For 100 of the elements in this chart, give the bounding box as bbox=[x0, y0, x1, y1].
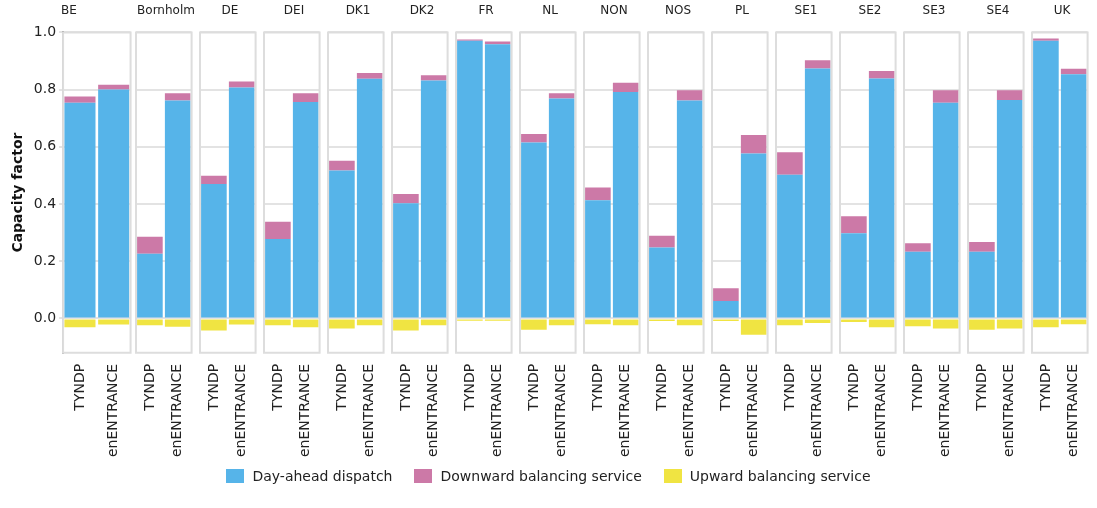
x-tick-label: enENTRANCE bbox=[424, 363, 441, 457]
bar bbox=[548, 319, 575, 326]
bar bbox=[265, 221, 291, 239]
bar bbox=[868, 319, 895, 328]
bar bbox=[996, 90, 1023, 100]
bar bbox=[905, 319, 931, 327]
bar bbox=[521, 133, 547, 143]
bar bbox=[548, 93, 575, 99]
chart-title: SE2 bbox=[858, 3, 882, 18]
chart-title: DE bbox=[221, 3, 239, 18]
x-tick-label: TYNDP bbox=[332, 363, 349, 412]
x-tick-label: enENTRANCE bbox=[232, 363, 249, 457]
bar bbox=[201, 175, 227, 185]
bar bbox=[292, 101, 319, 318]
x-tick-label: enENTRANCE bbox=[616, 363, 633, 457]
bar bbox=[393, 319, 419, 331]
bar bbox=[676, 90, 703, 101]
y-tick-label: 0.2 bbox=[33, 251, 57, 268]
bar bbox=[201, 184, 227, 318]
x-tick-label: TYNDP bbox=[780, 363, 797, 412]
bar bbox=[164, 93, 191, 101]
chart-title: NL bbox=[542, 3, 559, 18]
bar bbox=[356, 73, 383, 79]
x-tick-label: TYNDP bbox=[844, 363, 861, 412]
x-tick-label: TYNDP bbox=[204, 363, 221, 412]
bar bbox=[164, 100, 191, 318]
bar bbox=[329, 170, 355, 318]
legend-label: Upward balancing service bbox=[689, 468, 871, 484]
x-tick-label: TYNDP bbox=[268, 363, 285, 412]
bar bbox=[1060, 68, 1087, 75]
bar bbox=[393, 194, 419, 204]
bar bbox=[64, 96, 96, 103]
bar bbox=[777, 152, 803, 175]
x-tick-label: TYNDP bbox=[140, 363, 157, 412]
bar bbox=[484, 44, 511, 318]
bar bbox=[841, 319, 867, 322]
bar bbox=[420, 80, 447, 318]
x-tick-label: enENTRANCE bbox=[296, 363, 313, 457]
bar bbox=[804, 319, 831, 324]
bar bbox=[868, 78, 895, 318]
bar bbox=[996, 99, 1023, 318]
bar bbox=[713, 288, 739, 302]
y-tick-label: 0.6 bbox=[33, 137, 57, 154]
bar bbox=[841, 216, 867, 234]
x-tick-label: TYNDP bbox=[908, 363, 925, 412]
bar bbox=[932, 90, 959, 103]
x-tick-label: TYNDP bbox=[70, 363, 87, 412]
bar bbox=[585, 200, 611, 318]
x-tick-label: TYNDP bbox=[460, 363, 477, 412]
bar bbox=[393, 203, 419, 318]
y-tick-label: 1.0 bbox=[33, 23, 57, 40]
bar bbox=[969, 242, 995, 252]
bar bbox=[585, 319, 611, 325]
bar bbox=[777, 174, 803, 318]
bar bbox=[1060, 319, 1087, 325]
bar bbox=[1033, 40, 1059, 318]
bar bbox=[905, 243, 931, 252]
x-tick-label: enENTRANCE bbox=[488, 363, 505, 457]
bar bbox=[932, 319, 959, 329]
x-tick-label: enENTRANCE bbox=[936, 363, 953, 457]
chart-title: DK2 bbox=[409, 3, 435, 18]
bar bbox=[137, 236, 163, 254]
x-tick-label: enENTRANCE bbox=[1000, 363, 1017, 457]
x-tick-label: enENTRANCE bbox=[808, 363, 825, 457]
bar bbox=[1033, 38, 1059, 41]
bar bbox=[228, 87, 255, 318]
x-tick-label: TYNDP bbox=[972, 363, 989, 412]
x-tick-label: enENTRANCE bbox=[360, 363, 377, 457]
bar bbox=[612, 82, 639, 92]
x-tick-label: TYNDP bbox=[524, 363, 541, 412]
bar bbox=[137, 319, 163, 326]
bar bbox=[356, 319, 383, 326]
bar bbox=[329, 160, 355, 171]
bar bbox=[969, 319, 995, 330]
x-tick-label: enENTRANCE bbox=[104, 363, 121, 457]
bar bbox=[521, 142, 547, 318]
bar bbox=[1033, 319, 1059, 328]
bar bbox=[164, 319, 191, 327]
y-tick-label: 0.0 bbox=[33, 309, 57, 326]
bar bbox=[740, 153, 767, 318]
bar bbox=[292, 93, 319, 102]
x-tick-label: enENTRANCE bbox=[1064, 363, 1081, 457]
y-axis-title: Capacity factor bbox=[9, 132, 26, 253]
y-tick-label: 0.8 bbox=[33, 80, 57, 97]
chart-title: DEI bbox=[283, 3, 305, 18]
bar bbox=[612, 91, 639, 318]
x-tick-label: TYNDP bbox=[716, 363, 733, 412]
y-tick-label: 0.4 bbox=[33, 194, 57, 211]
bar bbox=[612, 319, 639, 326]
x-tick-label: TYNDP bbox=[1036, 363, 1053, 412]
bar bbox=[137, 253, 163, 318]
bar bbox=[996, 319, 1023, 329]
bar bbox=[292, 319, 319, 328]
bar bbox=[64, 102, 96, 318]
bar bbox=[64, 319, 96, 328]
bar bbox=[98, 319, 130, 325]
bar bbox=[548, 98, 575, 318]
bar bbox=[841, 233, 867, 318]
x-tick-label: enENTRANCE bbox=[552, 363, 569, 457]
bar bbox=[969, 251, 995, 318]
